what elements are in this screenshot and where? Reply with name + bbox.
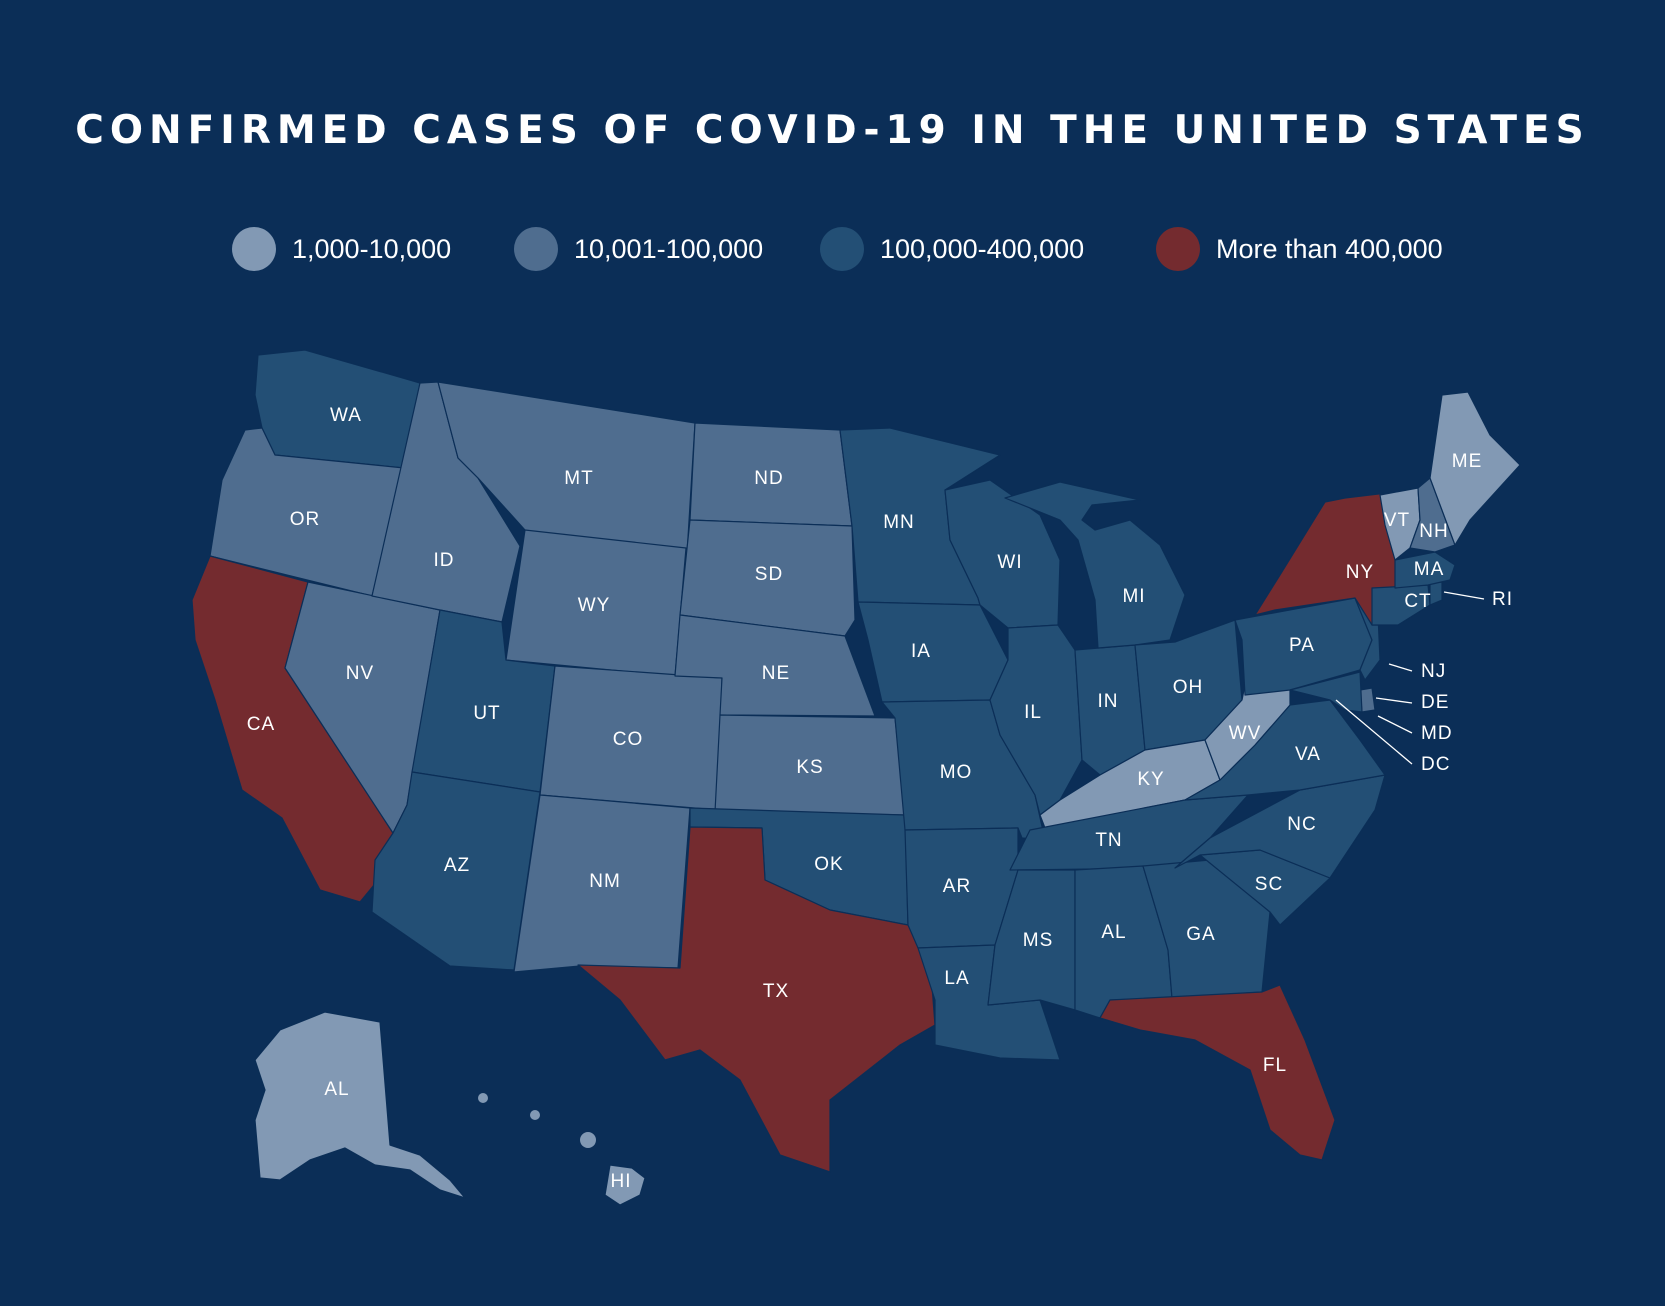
state-label-nh: NH bbox=[1419, 521, 1448, 542]
state-label-ok: OK bbox=[814, 854, 843, 875]
legend-label: More than 400,000 bbox=[1216, 233, 1443, 264]
state-label-me: ME bbox=[1452, 451, 1483, 472]
state-label-ct: CT bbox=[1404, 591, 1431, 612]
callout-line-dc bbox=[1335, 699, 1413, 765]
state-label-hi: HI bbox=[611, 1171, 632, 1192]
state-label-fl: FL bbox=[1263, 1055, 1287, 1076]
state-label-ak: AL bbox=[324, 1079, 349, 1100]
state-ri[interactable] bbox=[1429, 581, 1443, 606]
legend-item-1k-10k: 1,000-10,000 bbox=[232, 226, 451, 272]
state-label-al: AL bbox=[1101, 922, 1126, 943]
state-label-sd: SD bbox=[755, 564, 783, 585]
callout-line-md bbox=[1377, 715, 1413, 734]
state-label-ia: IA bbox=[911, 641, 931, 662]
state-label-ks: KS bbox=[796, 757, 823, 778]
state-label-pa: PA bbox=[1289, 635, 1315, 656]
state-me[interactable] bbox=[1429, 391, 1521, 546]
state-mi[interactable] bbox=[1004, 481, 1186, 649]
callout-line-nj bbox=[1388, 663, 1413, 672]
callout-label-ri: RI bbox=[1492, 589, 1513, 610]
state-label-in: IN bbox=[1098, 691, 1119, 712]
state-hi bbox=[530, 1110, 540, 1120]
state-label-wy: WY bbox=[578, 595, 611, 616]
legend-swatch bbox=[514, 227, 558, 271]
state-label-tn: TN bbox=[1095, 830, 1122, 851]
legend-item-100k-400k: 100,000-400,000 bbox=[820, 226, 1084, 272]
state-label-mn: MN bbox=[883, 512, 915, 533]
state-label-ne: NE bbox=[762, 663, 790, 684]
legend-item-10k-100k: 10,001-100,000 bbox=[514, 226, 763, 272]
legend-item-over-400k: More than 400,000 bbox=[1156, 226, 1443, 272]
state-label-ar: AR bbox=[943, 876, 971, 897]
state-fl[interactable] bbox=[1099, 984, 1336, 1161]
callout-label-md: MD bbox=[1421, 723, 1453, 744]
state-label-ms: MS bbox=[1023, 930, 1054, 951]
state-label-la: LA bbox=[944, 968, 969, 989]
state-label-id: ID bbox=[434, 550, 455, 571]
state-label-mo: MO bbox=[940, 762, 973, 783]
state-label-ga: GA bbox=[1186, 924, 1215, 945]
state-wv[interactable] bbox=[1204, 684, 1291, 781]
state-label-mt: MT bbox=[564, 468, 593, 489]
state-md[interactable] bbox=[1289, 671, 1363, 713]
state-label-il: IL bbox=[1024, 702, 1042, 723]
state-or[interactable] bbox=[209, 427, 405, 597]
legend-swatch bbox=[232, 227, 276, 271]
callout-label-nj: NJ bbox=[1421, 661, 1446, 682]
state-label-nc: NC bbox=[1287, 814, 1316, 835]
state-tx[interactable] bbox=[577, 826, 936, 1173]
state-label-or: OR bbox=[290, 509, 321, 530]
legend-label: 100,000-400,000 bbox=[880, 233, 1085, 264]
callout-line-de bbox=[1375, 697, 1413, 704]
state-label-nd: ND bbox=[754, 468, 783, 489]
state-hi bbox=[580, 1132, 596, 1148]
state-label-tx: TX bbox=[763, 981, 789, 1002]
state-hi bbox=[478, 1093, 488, 1103]
state-label-oh: OH bbox=[1173, 677, 1204, 698]
state-sd[interactable] bbox=[679, 519, 856, 637]
map-title: CONFIRMED CASES OF COVID-19 IN THE UNITE… bbox=[75, 108, 1590, 153]
callout-label-de: DE bbox=[1421, 692, 1449, 713]
legend-label: 1,000-10,000 bbox=[292, 233, 452, 264]
callout-line-ri bbox=[1443, 591, 1485, 600]
callout-label-dc: DC bbox=[1421, 754, 1450, 775]
state-label-ny: NY bbox=[1346, 562, 1374, 583]
state-label-az: AZ bbox=[444, 855, 470, 876]
legend-swatch bbox=[820, 227, 864, 271]
state-label-ma: MA bbox=[1414, 559, 1445, 580]
state-label-va: VA bbox=[1295, 744, 1321, 765]
state-label-ut: UT bbox=[473, 703, 500, 724]
state-label-nv: NV bbox=[346, 663, 374, 684]
state-label-ky: KY bbox=[1137, 769, 1164, 790]
state-nc[interactable] bbox=[1174, 774, 1386, 879]
state-label-sc: SC bbox=[1255, 874, 1283, 895]
state-label-wv: WV bbox=[1229, 723, 1262, 744]
state-ak[interactable] bbox=[254, 1011, 466, 1199]
legend-swatch bbox=[1156, 227, 1200, 271]
state-label-mi: MI bbox=[1122, 586, 1145, 607]
state-label-co: CO bbox=[613, 729, 644, 750]
state-label-wi: WI bbox=[997, 552, 1022, 573]
state-ia[interactable] bbox=[857, 601, 1009, 703]
state-label-ca: CA bbox=[247, 714, 275, 735]
state-label-vt: VT bbox=[1384, 510, 1410, 531]
state-hi[interactable] bbox=[604, 1164, 646, 1206]
state-label-wa: WA bbox=[330, 405, 362, 426]
state-label-nm: NM bbox=[589, 871, 621, 892]
legend-label: 10,001-100,000 bbox=[574, 233, 764, 264]
